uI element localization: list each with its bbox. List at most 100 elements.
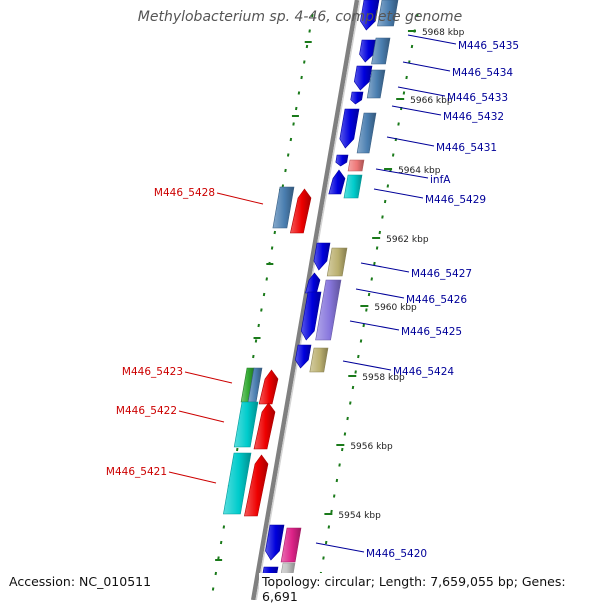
outer-tick: [330, 509, 333, 514]
outer-tick: [343, 432, 347, 436]
gene-arrow: [265, 524, 285, 561]
outer-tick: [324, 540, 328, 545]
inner-tick: [257, 323, 260, 328]
outer-tick: [410, 44, 414, 49]
gene-arrow: [339, 108, 360, 149]
gene-box: [272, 186, 295, 229]
scale-label: 5958 kbp: [362, 373, 405, 383]
outer-tick: [338, 463, 341, 467]
outer-tick: [367, 292, 371, 297]
outer-tick: [341, 447, 344, 452]
gene-label-forward: M446_5427: [411, 268, 472, 280]
gene-leader-line: [349, 320, 400, 331]
gene-leader-line: [391, 105, 442, 116]
gene-label-reverse: M446_5428: [154, 187, 215, 199]
genome-backbone: [250, 0, 360, 600]
gene-box: [343, 174, 363, 199]
gene-box: [280, 527, 302, 563]
inner-tick: [219, 540, 223, 545]
gene-label-reverse: M446_5422: [116, 405, 177, 417]
outer-tick: [327, 525, 331, 529]
inner-tick: [254, 339, 258, 343]
outer-tick: [351, 385, 355, 390]
outer-tick: [354, 370, 357, 374]
scale-label: 5954 kbp: [338, 511, 381, 521]
inner-tick: [211, 587, 215, 591]
gene-label-forward: infA: [430, 174, 451, 186]
inner-tick: [273, 230, 277, 235]
inner-tick: [260, 308, 263, 312]
inner-tick: [270, 246, 274, 250]
outer-tick: [383, 199, 387, 204]
gene-arrow: [313, 242, 331, 271]
gene-arrow: [253, 402, 276, 450]
gene-arrow: [258, 369, 279, 405]
gene-box: [223, 452, 252, 515]
outer-tick: [359, 339, 363, 343]
inner-tick: [311, 13, 314, 18]
gene-leader-line: [168, 471, 217, 484]
gene-label-forward: M446_5420: [366, 548, 427, 560]
outer-tick: [322, 556, 325, 560]
gene-box: [233, 401, 259, 448]
gene-label-forward: M446_5426: [406, 294, 467, 306]
inner-tick: [292, 122, 295, 126]
gene-leader-line: [407, 34, 457, 45]
gene-leader-line: [360, 262, 410, 273]
inner-tick: [308, 29, 311, 33]
outer-tick: [357, 354, 360, 359]
outer-tick: [335, 478, 339, 483]
scale-label: 5956 kbp: [350, 442, 393, 452]
gene-arrow: [300, 291, 322, 341]
gene-leader-line: [216, 192, 264, 205]
gene-label-forward: M446_5424: [393, 366, 454, 378]
inner-tick: [303, 60, 306, 64]
gene-box: [326, 247, 348, 277]
gene-arrow: [328, 169, 346, 195]
gene-arrow: [295, 344, 312, 369]
gene-arrow: [244, 454, 269, 517]
outer-tick: [370, 277, 373, 281]
inner-tick: [295, 106, 298, 111]
gene-leader-line: [355, 288, 405, 299]
outer-tick: [397, 122, 400, 126]
gene-box: [315, 279, 342, 341]
outer-tick: [386, 184, 390, 188]
topology-label: Topology: circular; Length: 7,659,055 bp…: [259, 573, 600, 605]
inner-tick: [265, 277, 268, 281]
gene-label-reverse: M446_5423: [122, 366, 183, 378]
inner-tick: [236, 447, 239, 452]
inner-tick: [286, 153, 290, 157]
outer-tick: [332, 494, 336, 498]
inner-tick: [289, 137, 293, 142]
outer-tick: [378, 230, 382, 235]
gene-label-reverse: M446_5421: [106, 466, 167, 478]
gene-arrow: [359, 39, 377, 63]
gene-box: [371, 37, 391, 65]
outer-tick: [402, 91, 406, 95]
inner-tick: [222, 525, 226, 529]
inner-tick: [262, 292, 266, 297]
outer-tick: [346, 416, 349, 421]
map-layer: 5968 kbp 5966 kbp 5964 kbp 5962 kbp 5960 kbp…: [106, 0, 519, 600]
gene-label-forward: M446_5431: [436, 142, 497, 154]
gene-arrow: [360, 0, 380, 31]
gene-leader-line: [397, 86, 446, 97]
gene-arrow: [290, 188, 312, 234]
gene-leader-line: [315, 542, 365, 553]
gene-label-forward: M446_5433: [447, 92, 508, 104]
scale-label: 5964 kbp: [398, 166, 441, 176]
inner-tick: [305, 44, 309, 49]
gene-box: [347, 159, 365, 172]
map-title: Methylobacterium sp. 4-46, complete geno…: [137, 9, 463, 25]
accession-label: Accession: NC_010511: [6, 573, 155, 590]
scale-label: 5962 kbp: [386, 235, 429, 245]
outer-tick: [381, 215, 384, 219]
gene-label-forward: M446_5432: [443, 111, 504, 123]
gene-box: [356, 112, 377, 154]
inner-tick: [297, 91, 301, 95]
gene-arrow: [350, 91, 364, 105]
outer-tick: [391, 153, 395, 157]
gene-arrow: [335, 154, 349, 167]
